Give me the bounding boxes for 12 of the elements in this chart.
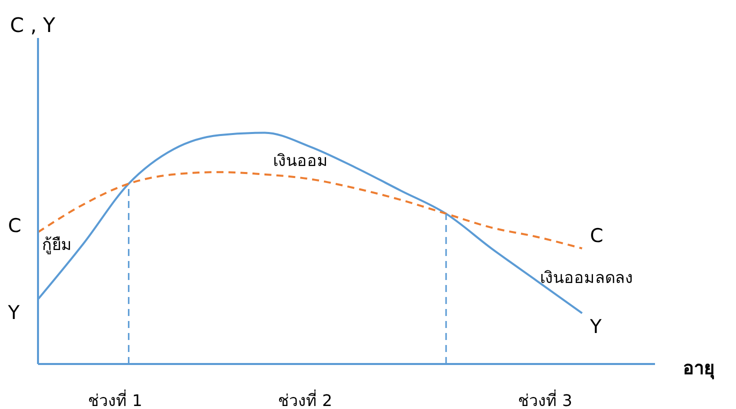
y-axis-title: C , Y (10, 13, 56, 37)
text: C (8, 214, 22, 237)
text: Y (8, 302, 20, 324)
annotation: เงินออม (273, 150, 328, 172)
series-label: Y (590, 316, 602, 338)
annotation: กู้ยืม (42, 234, 72, 256)
text: ช่วงที่ 1 (88, 388, 142, 409)
x-axis-title: อายุ (683, 357, 715, 382)
text: ช่วงที่ 2 (278, 388, 332, 409)
series-label: C (590, 225, 604, 248)
text: ช่วงที่ 3 (518, 388, 572, 409)
annotation: เงินออมลดลง (540, 267, 633, 289)
